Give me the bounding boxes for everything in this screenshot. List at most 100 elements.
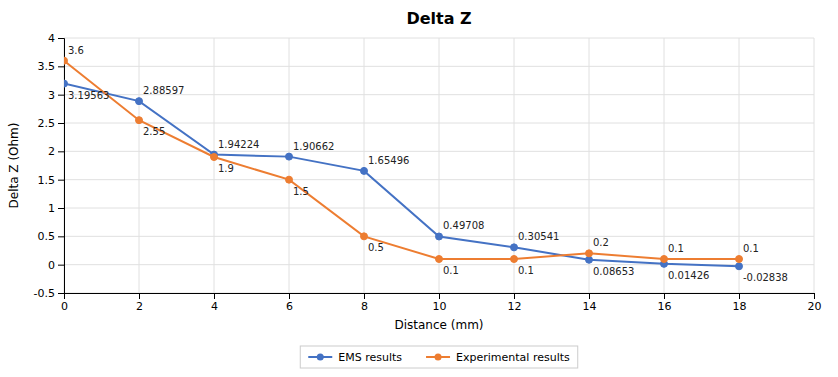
point [511, 244, 518, 251]
data-label: -0.02838 [743, 272, 788, 283]
legend: EMS results Experimental results [300, 346, 577, 368]
grid-line [214, 38, 215, 293]
tick: 0 [61, 293, 68, 313]
tick-mark [439, 293, 440, 299]
point [64, 57, 68, 64]
tick-mark [739, 293, 740, 299]
tick-label: 0 [48, 259, 55, 272]
y-axis-title: Delta Z (Ohm) [7, 123, 21, 209]
tick-label: 12 [508, 300, 522, 313]
tick: 14 [583, 293, 597, 313]
grid [64, 38, 814, 293]
tick-mark [58, 38, 64, 39]
tick: -0.5 [34, 287, 64, 300]
tick-label: 2 [136, 300, 143, 313]
data-label: 0.2 [593, 237, 609, 248]
legend-item: EMS results [308, 351, 402, 364]
series-line [64, 84, 739, 267]
point [661, 256, 668, 263]
data-label: 0.08653 [593, 266, 634, 277]
legend-item: Experimental results [426, 351, 570, 364]
grid-line [664, 38, 665, 293]
grid-line [289, 38, 290, 293]
data-label: 3.6 [68, 45, 84, 56]
tick-label: 18 [733, 300, 747, 313]
tick-mark [214, 293, 215, 299]
point [736, 256, 743, 263]
data-label: 1.90662 [293, 141, 334, 152]
tick: 8 [361, 293, 368, 313]
legend-box [300, 346, 577, 368]
point [136, 117, 143, 124]
tick-label: 8 [361, 300, 368, 313]
tick: 1.5 [38, 174, 65, 187]
point [361, 233, 368, 240]
point [436, 256, 443, 263]
tick: 3.5 [38, 60, 65, 73]
data-label: 0.01426 [668, 270, 709, 281]
tick-label: 16 [658, 300, 672, 313]
tick: 10 [433, 293, 447, 313]
data-label: 2.55 [143, 126, 165, 137]
tick: 0 [48, 259, 64, 272]
tick-mark [58, 236, 64, 237]
tick-mark [514, 293, 515, 299]
tick: 12 [508, 293, 522, 313]
tick: 4 [48, 32, 64, 45]
legend-marker [317, 354, 324, 361]
tick: 20 [808, 293, 822, 313]
tick-mark [58, 151, 64, 152]
tick-label: 3.5 [38, 60, 56, 73]
data-label: 1.94224 [218, 139, 259, 150]
y-axis: -0.5 0 0.5 1 1.5 2 2.5 3 3.5 4 [34, 32, 65, 300]
data-label: 1.9 [218, 163, 234, 174]
data-label: 0.1 [443, 265, 459, 276]
data-label: 0.1 [743, 243, 759, 254]
tick-label: 6 [286, 300, 293, 313]
tick-mark [364, 293, 365, 299]
legend-marker [435, 354, 442, 361]
tick: 6 [286, 293, 293, 313]
point [361, 167, 368, 174]
tick-mark [289, 293, 290, 299]
series-line [64, 61, 739, 259]
grid-line [139, 38, 140, 293]
tick-label: 4 [211, 300, 218, 313]
tick-mark [589, 293, 590, 299]
plot: 0 2 4 6 8 10 12 14 16 18 20 -0.5 0 0.5 1 1.5 2 2.5 3 3.5 4 3.… [34, 32, 822, 313]
tick: 1 [48, 202, 64, 215]
title: Delta Z [406, 9, 471, 28]
data-label: 0.49708 [443, 220, 484, 231]
data-label: 0.1 [518, 265, 534, 276]
data-label: 0.5 [368, 242, 384, 253]
point [436, 233, 443, 240]
data-labels: 3.195632.885971.942241.906621.654960.497… [68, 45, 788, 284]
tick-label: 1.5 [38, 174, 56, 187]
marks [64, 57, 743, 270]
data-label: 3.19563 [68, 90, 109, 101]
point [64, 80, 68, 87]
tick-mark [58, 123, 64, 124]
point [136, 98, 143, 105]
tick-label: -0.5 [34, 287, 55, 300]
data-label: 1.65496 [368, 155, 409, 166]
point [286, 176, 293, 183]
grid-line [439, 38, 440, 293]
legend-label: Experimental results [456, 351, 570, 364]
point [586, 250, 593, 257]
point [736, 263, 743, 270]
tick: 0.5 [38, 230, 65, 243]
tick: 2.5 [38, 117, 65, 130]
axis-line [65, 294, 815, 300]
tick: 3 [48, 89, 64, 102]
tick-label: 10 [433, 300, 447, 313]
tick-mark [58, 293, 64, 294]
chart: 0 2 4 6 8 10 12 14 16 18 20 -0.5 0 0.5 1 1.5 2 2.5 3 3.5 4 3.… [0, 0, 838, 377]
tick: 16 [658, 293, 672, 313]
tick-label: 2.5 [38, 117, 56, 130]
tick-mark [58, 180, 64, 181]
tick: 2 [48, 145, 64, 158]
tick-label: 0 [61, 300, 68, 313]
tick-label: 14 [583, 300, 597, 313]
tick-label: 3 [48, 89, 55, 102]
